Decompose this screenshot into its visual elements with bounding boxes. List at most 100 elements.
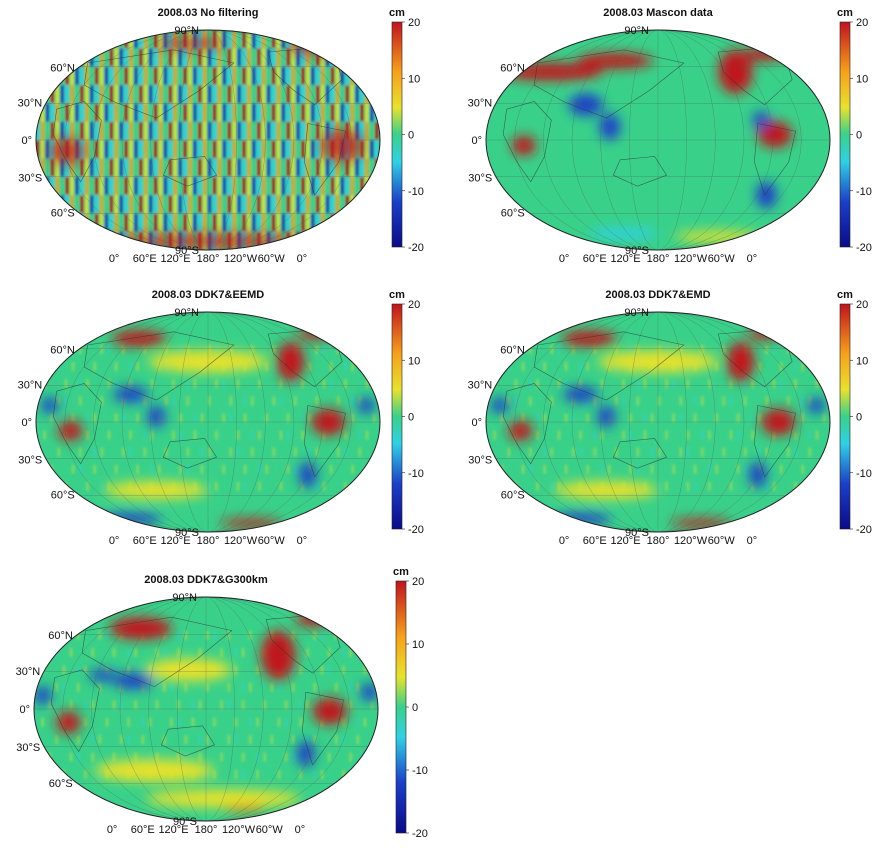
lon-label: 60°W: [258, 535, 286, 547]
map-panel-ddk7-eemd: 2008.03 DDK7&EEMD 90°N 60°N 30°N 0° 30°S 60°S 9…: [0, 282, 440, 567]
lon-label: 120°W: [224, 253, 258, 265]
lat-label: 60°S: [501, 490, 525, 502]
lat-label: 90°N: [174, 307, 199, 319]
map-svg: 2008.03 DDK7&EEMD 90°N 60°N 30°N 0° 30°S 60°S 9…: [18, 289, 424, 547]
lon-label: 60°E: [133, 535, 157, 547]
colorbar-tick: 10: [856, 355, 868, 367]
lat-label: 90°S: [625, 527, 649, 539]
colorbar-tick: 20: [856, 299, 868, 311]
lon-label: 0°: [109, 253, 120, 265]
colorbar-tick: 0: [412, 702, 418, 714]
graticule: [36, 312, 380, 532]
lon-label: 0°: [747, 253, 758, 265]
lat-label: 60°N: [50, 344, 75, 356]
lon-label: 180°: [647, 253, 670, 265]
panel-title: 2008.03 Mascon data: [603, 7, 713, 19]
map-panel-no-filtering: 2008.03 No filtering 90°N 60°N 30°N 0° 30°S 60…: [0, 0, 440, 285]
lat-label: 30°S: [468, 172, 492, 184]
colorbar-tick: -10: [408, 186, 424, 198]
colorbar-tick: 10: [412, 639, 424, 651]
graticule: [34, 597, 378, 821]
lon-label: 60°W: [708, 535, 736, 547]
colorbar-unit: cm: [837, 7, 853, 19]
lon-label: 0°: [109, 535, 120, 547]
colorbar-tick: -20: [856, 242, 872, 254]
lat-label: 90°S: [175, 245, 199, 257]
colorbar-tick: -10: [412, 765, 428, 777]
lon-label: 60°W: [256, 824, 284, 836]
panel-title: 2008.03 DDK7&EEMD: [152, 289, 265, 301]
map-svg: 2008.03 Mascon data 90°N 60°N 30°N 0° 30°S 60°…: [468, 7, 872, 265]
lon-label: 120°W: [224, 535, 258, 547]
lon-label: 0°: [747, 535, 758, 547]
lon-label: 60°W: [708, 253, 736, 265]
lat-label: 30°N: [18, 380, 43, 392]
colorbar-unit: cm: [393, 567, 409, 578]
lat-label: 60°N: [48, 630, 73, 642]
lon-label: 60°E: [131, 824, 155, 836]
colorbar-tick: 20: [412, 576, 424, 588]
colorbar-tick: 10: [408, 355, 420, 367]
colorbar-tick: -20: [408, 242, 424, 254]
colorbar-tick: 20: [408, 17, 420, 29]
lon-label: 120°E: [158, 824, 188, 836]
colorbar-tick: -10: [856, 468, 872, 480]
lat-label: 30°S: [468, 454, 492, 466]
lon-label: 60°E: [583, 253, 607, 265]
lat-label: 30°S: [16, 742, 40, 754]
map-svg: 2008.03 No filtering 90°N 60°N 30°N 0° 30°S 60…: [18, 7, 424, 265]
lon-label: 60°W: [258, 253, 286, 265]
lon-label: 0°: [297, 253, 308, 265]
lon-label: 0°: [297, 535, 308, 547]
map-border: [485, 311, 831, 533]
map-field: [486, 30, 830, 250]
map-panel-mascon: 2008.03 Mascon data 90°N 60°N 30°N 0° 30°S 60°…: [443, 0, 886, 285]
colorbar: [395, 580, 407, 834]
colorbar-tick: -20: [408, 524, 424, 536]
colorbar-tick: 0: [408, 412, 414, 424]
lat-label: 60°N: [500, 344, 525, 356]
lat-label: 30°N: [468, 98, 493, 110]
lat-label: 90°N: [624, 307, 649, 319]
lat-label: 90°N: [624, 25, 649, 37]
lat-label: 0°: [471, 135, 482, 147]
lat-label: 90°S: [175, 527, 199, 539]
graticule: [486, 30, 830, 250]
lat-label: 90°S: [625, 245, 649, 257]
colorbar: [391, 303, 403, 530]
lon-label: 180°: [647, 535, 670, 547]
lat-label: 60°N: [500, 62, 525, 74]
lat-label: 60°S: [51, 490, 75, 502]
colorbar-tick: 10: [856, 73, 868, 85]
graticule: [36, 30, 380, 250]
lat-label: 0°: [471, 417, 482, 429]
colorbar-tick: -20: [412, 828, 428, 840]
lat-label: 90°S: [173, 816, 197, 828]
colorbar-tick: -20: [856, 524, 872, 536]
lat-label: 30°N: [16, 666, 41, 678]
panel-title: 2008.03 DDK7&EMD: [605, 289, 710, 301]
colorbar: [839, 21, 851, 248]
lat-label: 30°N: [468, 380, 493, 392]
panel-title: 2008.03 DDK7&G300km: [144, 574, 268, 586]
lon-label: 0°: [107, 824, 118, 836]
colorbar-tick: 0: [856, 130, 862, 142]
lon-label: 0°: [559, 535, 570, 547]
lon-label: 120°W: [222, 824, 256, 836]
lat-label: 60°S: [501, 208, 525, 220]
colorbar: [839, 303, 851, 530]
lon-label: 120°E: [610, 535, 640, 547]
map-field: [34, 597, 378, 821]
map-panel-ddk7-g300km: 2008.03 DDK7&G300km 90°N 60°N 30°N 0° 30°S 60°…: [0, 567, 440, 853]
lat-label: 60°S: [49, 778, 73, 790]
lat-label: 90°N: [174, 25, 199, 37]
lat-label: 0°: [21, 135, 32, 147]
lat-label: 60°S: [51, 208, 75, 220]
lon-label: 180°: [197, 253, 220, 265]
colorbar-unit: cm: [837, 289, 853, 301]
map-border: [33, 596, 379, 822]
colorbar-unit: cm: [389, 7, 405, 19]
lat-label: 0°: [19, 704, 30, 716]
lon-label: 120°W: [674, 253, 708, 265]
lon-label: 120°E: [610, 253, 640, 265]
